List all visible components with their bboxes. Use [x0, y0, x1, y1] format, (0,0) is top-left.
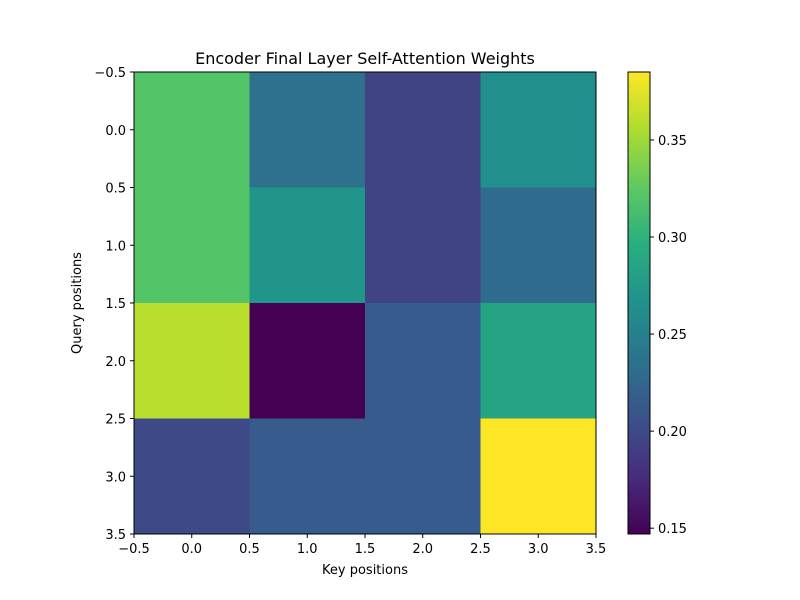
- heatmap-cell: [480, 418, 597, 535]
- y-tick-label: −0.5: [94, 66, 126, 81]
- y-tick-label: 1.0: [105, 239, 126, 254]
- x-tick-label: −0.5: [118, 542, 150, 557]
- heatmap-cell: [249, 187, 366, 304]
- heatmap-cell: [134, 303, 250, 419]
- colorbar-tick-label: 0.30: [658, 231, 687, 246]
- x-tick-label: 0.5: [239, 542, 260, 557]
- heatmap-cell: [249, 303, 366, 419]
- heatmap-cell: [480, 72, 597, 188]
- y-tick-label: 3.0: [105, 470, 126, 485]
- colorbar-tick-label: 0.35: [658, 134, 687, 149]
- y-tick-label: 0.5: [105, 182, 126, 197]
- x-axis-ticks: −0.5 0.0 0.5 1.0 1.5 2.0 2.5 3.0 3.5: [118, 534, 606, 557]
- y-tick-label: 1.5: [105, 297, 126, 312]
- x-tick-label: 3.0: [528, 542, 549, 557]
- heatmap-cell: [134, 187, 250, 304]
- colorbar-tick-label: 0.15: [658, 522, 687, 537]
- x-tick-label: 2.5: [470, 542, 491, 557]
- x-tick-label: 3.5: [586, 542, 607, 557]
- x-tick-label: 1.0: [297, 542, 318, 557]
- chart-title: Encoder Final Layer Self-Attention Weigh…: [195, 49, 535, 68]
- heatmap-cell: [480, 187, 597, 304]
- heatmap-cell: [249, 418, 366, 535]
- heatmap-cells: [134, 72, 597, 535]
- x-tick-label: 1.5: [355, 542, 376, 557]
- colorbar-ticks: 0.15 0.20 0.25 0.30 0.35: [650, 134, 687, 537]
- heatmap-cell: [365, 72, 481, 188]
- heatmap-cell: [134, 418, 250, 535]
- x-axis-label: Key positions: [322, 563, 408, 578]
- y-axis-label: Query positions: [70, 252, 85, 354]
- x-tick-label: 0.0: [181, 542, 202, 557]
- heatmap-cell: [480, 303, 597, 419]
- heatmap-cell: [365, 187, 481, 304]
- heatmap-cell: [365, 303, 481, 419]
- y-tick-label: 3.5: [105, 528, 126, 543]
- colorbar-tick-label: 0.20: [658, 425, 687, 440]
- x-tick-label: 2.0: [412, 542, 433, 557]
- heatmap-cell: [365, 418, 481, 535]
- colorbar: [627, 71, 651, 535]
- heatmap-cell: [134, 72, 250, 188]
- y-tick-label: 2.5: [105, 413, 126, 428]
- heatmap-cell: [249, 72, 366, 188]
- y-axis-ticks: −0.5 0.0 0.5 1.0 1.5 2.0 2.5 3.0 3.5: [94, 66, 134, 543]
- y-tick-label: 0.0: [105, 124, 126, 139]
- y-tick-label: 2.0: [105, 355, 126, 370]
- colorbar-tick-label: 0.25: [658, 328, 687, 343]
